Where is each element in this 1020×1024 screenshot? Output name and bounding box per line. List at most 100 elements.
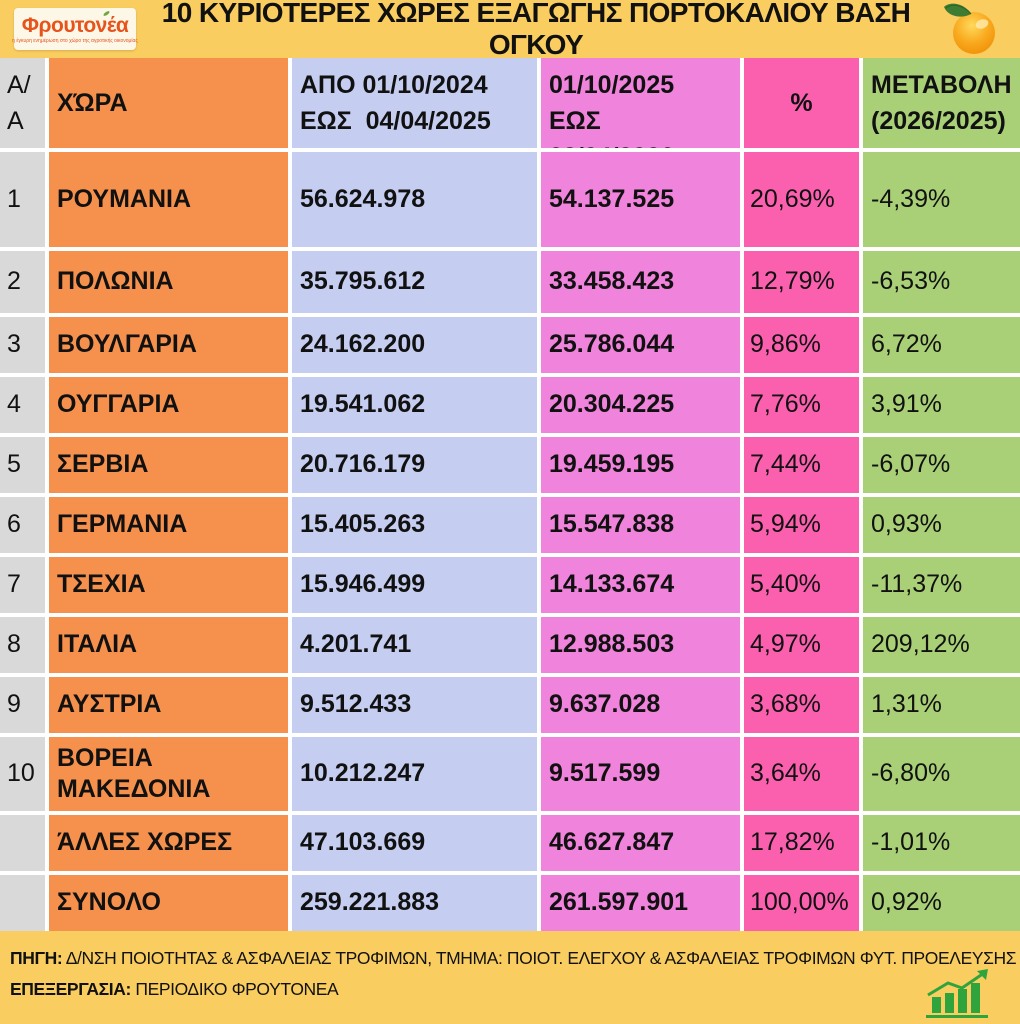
table-row: 2 ΠΟΛΩΝΙΑ 35.795.612 33.458.423 12,79% -… xyxy=(0,251,1020,313)
rank-cell: 1 xyxy=(0,152,45,247)
share-percent-cell: 9,86% xyxy=(744,317,859,373)
volume-2024-2025-cell: 15.405.263 xyxy=(292,497,537,553)
editing-line: ΕΠΕΞΕΡΓΑΣΙΑ: ΠΕΡΙΟΔΙΚΟ ΦΡΟΥΤΟΝΕΑ xyxy=(10,974,1010,1005)
share-percent-cell: 5,40% xyxy=(744,557,859,613)
header-period2: ΑΠΟ 01/10/2025 ΕΩΣ 03/04/2026 xyxy=(541,58,740,148)
share-percent-cell: 7,44% xyxy=(744,437,859,493)
froutonea-logo: Φρουτονέα η έγκυρη ενημέρωση στο χώρο τη… xyxy=(12,8,138,50)
orange-fruit-icon xyxy=(936,1,1006,57)
header-country-label: ΧΏΡΑ xyxy=(57,88,128,117)
rank-cell xyxy=(0,875,45,931)
change-percent-cell: 0,93% xyxy=(863,497,1020,553)
growth-chart-icon xyxy=(922,967,998,1021)
country-cell: ΣΕΡΒΙΑ xyxy=(49,437,288,493)
change-percent-cell: 6,72% xyxy=(863,317,1020,373)
header-rank: Α/Α xyxy=(0,58,45,148)
volume-2025-2026-cell: 46.627.847 xyxy=(541,815,740,871)
volume-2025-2026-cell: 261.597.901 xyxy=(541,875,740,931)
rank-cell: 3 xyxy=(0,317,45,373)
source-line: ΠΗΓΗ: Δ/ΝΣΗ ΠΟΙΟΤΗΤΑΣ & ΑΣΦΑΛΕΙΑΣ ΤΡΟΦΙΜ… xyxy=(10,943,1017,974)
rank-cell: 5 xyxy=(0,437,45,493)
share-percent-cell: 100,00% xyxy=(744,875,859,931)
country-cell: ΓΕΡΜΑΝΙΑ xyxy=(49,497,288,553)
country-cell: ΑΥΣΤΡΙΑ xyxy=(49,677,288,733)
change-percent-cell: -6,80% xyxy=(863,737,1020,811)
header-period2-line2: ΕΩΣ 03/04/2026 xyxy=(549,107,674,148)
table-row: 8 ΙΤΑΛΙΑ 4.201.741 12.988.503 4,97% 209,… xyxy=(0,617,1020,673)
header-rank-label: Α/Α xyxy=(7,70,31,135)
change-percent-cell: -11,37% xyxy=(863,557,1020,613)
country-cell: ΤΣΕΧΙΑ xyxy=(49,557,288,613)
volume-2024-2025-cell: 35.795.612 xyxy=(292,251,537,313)
volume-2025-2026-cell: 12.988.503 xyxy=(541,617,740,673)
header-change: ΜΕΤΑΒΟΛΗ (2026/2025) xyxy=(863,58,1020,148)
table-row: 3 ΒΟΥΛΓΑΡΙΑ 24.162.200 25.786.044 9,86% … xyxy=(0,317,1020,373)
change-percent-cell: 1,31% xyxy=(863,677,1020,733)
table-row: 10 ΒΟΡΕΙΑ ΜΑΚΕΔΟΝΙΑ 10.212.247 9.517.599… xyxy=(0,737,1020,811)
share-percent-cell: 3,64% xyxy=(744,737,859,811)
header-period2-line1: ΑΠΟ 01/10/2025 xyxy=(549,58,675,99)
page-title: 10 ΚΥΡΙΟΤΕΡΕΣ ΧΩΡΕΣ ΕΞΑΓΩΓΗΣ ΠΟΡΤΟΚΑΛΙΟΥ… xyxy=(161,0,911,60)
table-row: 9 ΑΥΣΤΡΙΑ 9.512.433 9.637.028 3,68% 1,31… xyxy=(0,677,1020,733)
volume-2025-2026-cell: 20.304.225 xyxy=(541,377,740,433)
header-period1-line2: ΕΩΣ 04/04/2025 xyxy=(300,107,491,135)
footer: ΠΗΓΗ: Δ/ΝΣΗ ΠΟΙΟΤΗΤΑΣ & ΑΣΦΑΛΕΙΑΣ ΤΡΟΦΙΜ… xyxy=(0,931,1020,1024)
share-percent-cell: 7,76% xyxy=(744,377,859,433)
country-cell: ΙΤΑΛΙΑ xyxy=(49,617,288,673)
volume-2024-2025-cell: 47.103.669 xyxy=(292,815,537,871)
rank-cell: 7 xyxy=(0,557,45,613)
volume-2024-2025-cell: 24.162.200 xyxy=(292,317,537,373)
volume-2024-2025-cell: 56.624.978 xyxy=(292,152,537,247)
logo-tagline: η έγκυρη ενημέρωση στο χώρο της αγροτική… xyxy=(12,37,138,44)
editing-text: ΠΕΡΙΟΔΙΚΟ ΦΡΟΥΤΟΝΕΑ xyxy=(130,978,339,999)
editing-label: ΕΠΕΞΕΡΓΑΣΙΑ: xyxy=(10,978,131,999)
volume-2024-2025-cell: 10.212.247 xyxy=(292,737,537,811)
country-cell: ΠΟΛΩΝΙΑ xyxy=(49,251,288,313)
volume-2025-2026-cell: 15.547.838 xyxy=(541,497,740,553)
change-percent-cell: -6,53% xyxy=(863,251,1020,313)
change-percent-cell: -1,01% xyxy=(863,815,1020,871)
table-row: 4 ΟΥΓΓΑΡΙΑ 19.541.062 20.304.225 7,76% 3… xyxy=(0,377,1020,433)
share-percent-cell: 17,82% xyxy=(744,815,859,871)
table-row: 7 ΤΣΕΧΙΑ 15.946.499 14.133.674 5,40% -11… xyxy=(0,557,1020,613)
export-table: Α/Α ΧΏΡΑ ΑΠΟ 01/10/2024 ΕΩΣ 04/04/2025 Α… xyxy=(0,58,1020,931)
volume-2024-2025-cell: 9.512.433 xyxy=(292,677,537,733)
header-change-line1: ΜΕΤΑΒΟΛΗ xyxy=(871,70,1012,99)
volume-2024-2025-cell: 20.716.179 xyxy=(292,437,537,493)
source-text: Δ/ΝΣΗ ΠΟΙΟΤΗΤΑΣ & ΑΣΦΑΛΕΙΑΣ ΤΡΟΦΙΜΩΝ, ΤΜ… xyxy=(62,948,1017,968)
header-percent: % xyxy=(744,58,859,148)
volume-2025-2026-cell: 33.458.423 xyxy=(541,251,740,313)
header-country: ΧΏΡΑ xyxy=(49,58,288,148)
share-percent-cell: 4,97% xyxy=(744,617,859,673)
change-percent-cell: -4,39% xyxy=(863,152,1020,247)
volume-2024-2025-cell: 15.946.499 xyxy=(292,557,537,613)
change-percent-cell: 0,92% xyxy=(863,875,1020,931)
volume-2024-2025-cell: 4.201.741 xyxy=(292,617,537,673)
rank-cell: 6 xyxy=(0,497,45,553)
country-cell: ΡΟΥΜΑΝΙΑ xyxy=(49,152,288,247)
share-percent-cell: 20,69% xyxy=(744,152,859,247)
volume-2025-2026-cell: 19.459.195 xyxy=(541,437,740,493)
change-percent-cell: -6,07% xyxy=(863,437,1020,493)
volume-2025-2026-cell: 54.137.525 xyxy=(541,152,740,247)
table-row: ΆΛΛΕΣ ΧΩΡΕΣ 47.103.669 46.627.847 17,82%… xyxy=(0,815,1020,871)
share-percent-cell: 5,94% xyxy=(744,497,859,553)
table-row: 6 ΓΕΡΜΑΝΙΑ 15.405.263 15.547.838 5,94% 0… xyxy=(0,497,1020,553)
country-cell: ΣΥΝΟΛΟ xyxy=(49,875,288,931)
volume-2024-2025-cell: 259.221.883 xyxy=(292,875,537,931)
rank-cell: 10 xyxy=(0,737,45,811)
share-percent-cell: 12,79% xyxy=(744,251,859,313)
header-period1-line1: ΑΠΟ 01/10/2024 xyxy=(300,70,488,99)
top-band: Φρουτονέα η έγκυρη ενημέρωση στο χώρο τη… xyxy=(0,0,1020,60)
rank-cell: 4 xyxy=(0,377,45,433)
country-cell: ΒΟΡΕΙΑ ΜΑΚΕΔΟΝΙΑ xyxy=(49,737,288,811)
rank-cell: 2 xyxy=(0,251,45,313)
header-period1: ΑΠΟ 01/10/2024 ΕΩΣ 04/04/2025 xyxy=(292,58,537,148)
country-cell: ΆΛΛΕΣ ΧΩΡΕΣ xyxy=(49,815,288,871)
volume-2025-2026-cell: 9.637.028 xyxy=(541,677,740,733)
rank-cell: 8 xyxy=(0,617,45,673)
volume-2024-2025-cell: 19.541.062 xyxy=(292,377,537,433)
volume-2025-2026-cell: 25.786.044 xyxy=(541,317,740,373)
table-row: ΣΥΝΟΛΟ 259.221.883 261.597.901 100,00% 0… xyxy=(0,875,1020,931)
source-label: ΠΗΓΗ: xyxy=(10,948,63,968)
